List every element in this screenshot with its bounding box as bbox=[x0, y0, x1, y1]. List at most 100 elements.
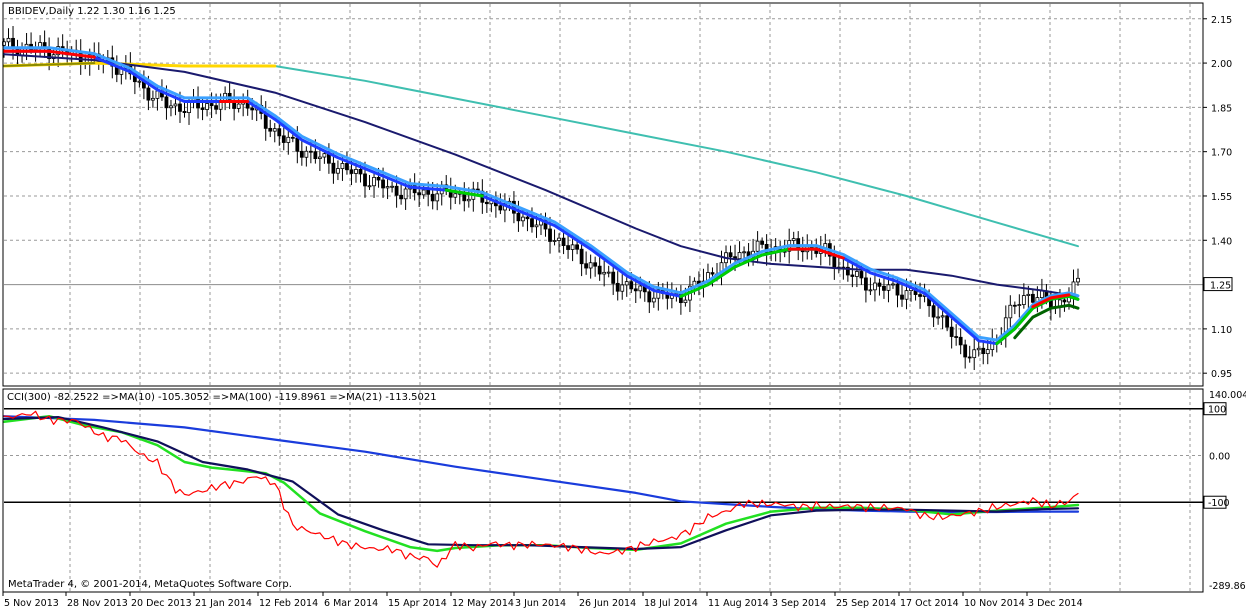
cci-series-cci-300- bbox=[3, 410, 1079, 568]
price-panel[interactable]: 2.15 2.00 1.85 1.70 1.55 1.40 1.10 0.95 BBIDEV,… bbox=[2, 2, 1233, 387]
candle-body bbox=[367, 185, 372, 188]
price-tick-label-1: 2.00 bbox=[1211, 59, 1232, 70]
candle-body bbox=[579, 248, 584, 265]
candle-body bbox=[376, 176, 381, 181]
time-tick-label-6: 15 Apr 2014 bbox=[388, 598, 447, 609]
copyright-text: MetaTrader 4, © 2001-2014, MetaQuotes So… bbox=[8, 579, 292, 590]
cci-level-label-3: -100 bbox=[1208, 498, 1230, 509]
candle-body bbox=[421, 189, 426, 196]
ma-red-segment bbox=[1031, 293, 1071, 309]
time-tick-label-2: 20 Dec 2013 bbox=[131, 598, 192, 609]
time-tick-label-15: 10 Nov 2014 bbox=[964, 598, 1025, 609]
ma-slow-line bbox=[3, 53, 1079, 298]
candle-body bbox=[606, 271, 611, 274]
price-tick-label-7: 1.10 bbox=[1211, 325, 1232, 336]
cci-series-ma-100- bbox=[2, 415, 1080, 514]
candle-body bbox=[155, 90, 160, 99]
candle-body bbox=[967, 356, 972, 359]
candle-body bbox=[498, 205, 503, 211]
cci-tick-label-4: -289.861 bbox=[1209, 581, 1246, 592]
candle-body bbox=[372, 176, 376, 187]
candle-body bbox=[1026, 293, 1031, 296]
candle-body bbox=[182, 110, 187, 113]
candle-body bbox=[381, 179, 385, 189]
candle-body bbox=[399, 194, 404, 200]
candle-body bbox=[981, 347, 986, 355]
candle-body bbox=[164, 96, 169, 109]
price-tick-label-5: 1.40 bbox=[1211, 236, 1232, 247]
cci-panel[interactable]: 140.0049 100 0.00 -100 -289.861 CCI(300) -82… bbox=[2, 388, 1246, 593]
candle-body bbox=[737, 252, 742, 260]
candle-body bbox=[615, 282, 620, 292]
candle-body bbox=[453, 193, 458, 198]
price-panel-frame bbox=[2, 2, 1204, 387]
candle-body bbox=[1076, 277, 1080, 283]
time-tick-label-13: 25 Sep 2014 bbox=[836, 598, 896, 609]
candle-body bbox=[561, 237, 566, 246]
candle-body bbox=[290, 136, 295, 139]
candle-body bbox=[954, 336, 959, 338]
candle-body bbox=[308, 150, 313, 153]
candle-body bbox=[322, 153, 327, 158]
candle-body bbox=[1012, 304, 1017, 307]
candle-body bbox=[1021, 295, 1026, 305]
candle-body bbox=[633, 288, 638, 292]
candle-body bbox=[345, 163, 349, 171]
candle-body bbox=[299, 150, 304, 158]
candle-body bbox=[417, 192, 422, 196]
candle-body bbox=[205, 103, 209, 110]
cci-level-box-1 bbox=[1203, 402, 1227, 416]
candle-body bbox=[516, 212, 521, 222]
cci-level-box-3 bbox=[1203, 495, 1227, 509]
candle-body bbox=[521, 216, 525, 222]
candle-body bbox=[209, 103, 214, 107]
cci-y-axis: 140.0049 100 0.00 -100 -289.861 bbox=[4, 390, 1246, 592]
candle-body bbox=[543, 219, 548, 230]
candle-body bbox=[742, 251, 746, 254]
candle-body bbox=[620, 284, 625, 292]
candle-body bbox=[629, 281, 634, 290]
time-tick-label-14: 17 Oct 2014 bbox=[900, 598, 959, 609]
candle-body bbox=[796, 238, 801, 250]
time-tick-label-0: 5 Nov 2013 bbox=[4, 598, 59, 609]
candle-body bbox=[584, 263, 589, 269]
ma-red-segment bbox=[2, 49, 96, 59]
candle-body bbox=[137, 80, 142, 83]
candle-body bbox=[151, 97, 155, 101]
candle-body bbox=[1008, 304, 1013, 319]
ma-long-olive-segment bbox=[3, 62, 96, 67]
candle-body bbox=[990, 339, 995, 351]
candle-body bbox=[214, 105, 218, 110]
candle-body bbox=[236, 103, 241, 109]
candle-body bbox=[651, 297, 656, 303]
time-axis: 5 Nov 2013 28 Nov 2013 20 Dec 2013 21 Jan 2… bbox=[2, 592, 1083, 609]
price-series bbox=[2, 26, 1080, 371]
candle-body bbox=[940, 315, 945, 318]
candle-body bbox=[178, 103, 182, 112]
candle-body bbox=[173, 103, 178, 107]
candle-body bbox=[985, 349, 990, 355]
cci-tick-label-2: 0.00 bbox=[1209, 451, 1230, 462]
candle-body bbox=[602, 271, 607, 275]
candle-body bbox=[313, 151, 318, 160]
time-tick-label-4: 12 Feb 2014 bbox=[259, 598, 318, 609]
candle-body bbox=[859, 271, 864, 279]
candle-body bbox=[575, 244, 580, 250]
candle-body bbox=[363, 173, 367, 187]
candle-body bbox=[566, 245, 570, 250]
candle-body bbox=[976, 347, 981, 351]
candle-body bbox=[403, 188, 408, 200]
candle-body bbox=[886, 284, 891, 291]
candle-body bbox=[484, 201, 489, 205]
candle-body bbox=[525, 216, 530, 220]
candle-body bbox=[336, 168, 340, 174]
candle-body bbox=[873, 282, 877, 291]
candle-body bbox=[850, 274, 855, 277]
current-price-label: 1.25 bbox=[1210, 281, 1231, 292]
candle-body bbox=[611, 271, 616, 284]
price-tick-label-4: 1.55 bbox=[1211, 192, 1232, 203]
price-tick-label-0: 2.15 bbox=[1211, 15, 1232, 26]
candle-body bbox=[394, 185, 399, 196]
candle-body bbox=[281, 135, 286, 143]
candle-body bbox=[1039, 290, 1044, 298]
